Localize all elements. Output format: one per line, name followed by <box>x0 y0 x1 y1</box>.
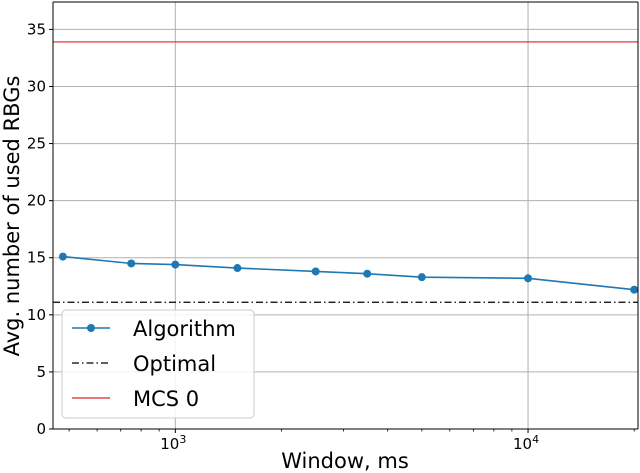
axes-layer <box>52 1 639 430</box>
data-point-algorithm <box>127 259 136 268</box>
x-axis-label: Window, ms <box>281 449 409 473</box>
data-point-algorithm <box>171 260 180 269</box>
legend-label-optimal: Optimal <box>133 352 216 376</box>
y-tick-label: 25 <box>27 135 46 153</box>
legend-frame <box>61 309 255 419</box>
legend-label-mcs-0: MCS 0 <box>133 387 199 411</box>
ticks-layer: 0 5 10 15 20 25 30 35 103 104 <box>27 20 635 453</box>
data-point-algorithm <box>630 285 639 294</box>
data-point-algorithm <box>311 267 320 276</box>
y-tick-label: 20 <box>27 192 46 210</box>
data-point-algorithm <box>233 264 242 273</box>
legend-marker-algorithm <box>87 324 95 332</box>
legend-item-optimal: Optimal <box>72 352 216 376</box>
x-tick-label: 103 <box>160 433 186 453</box>
data-point-algorithm <box>58 252 67 261</box>
y-tick-label: 10 <box>27 306 46 324</box>
y-tick-label: 5 <box>36 363 46 381</box>
y-axis-label: Avg. number of used RBGs <box>0 76 24 357</box>
x-tick-label: 104 <box>513 433 539 453</box>
data-point-algorithm <box>363 269 372 278</box>
y-tick-label: 35 <box>27 20 46 38</box>
data-point-algorithm <box>524 274 533 283</box>
y-tick-label: 15 <box>27 249 46 267</box>
series-layer <box>53 41 639 303</box>
legend-item-mcs-0: MCS 0 <box>72 387 199 411</box>
legend-label-algorithm: Algorithm <box>133 317 236 341</box>
data-point-algorithm <box>417 273 426 282</box>
series-line-algorithm <box>62 255 635 291</box>
y-tick-label: 0 <box>36 420 46 438</box>
legend: Algorithm Optimal MCS 0 <box>61 309 255 419</box>
legend-item-algorithm: Algorithm <box>72 317 236 341</box>
y-tick-label: 30 <box>27 77 46 95</box>
